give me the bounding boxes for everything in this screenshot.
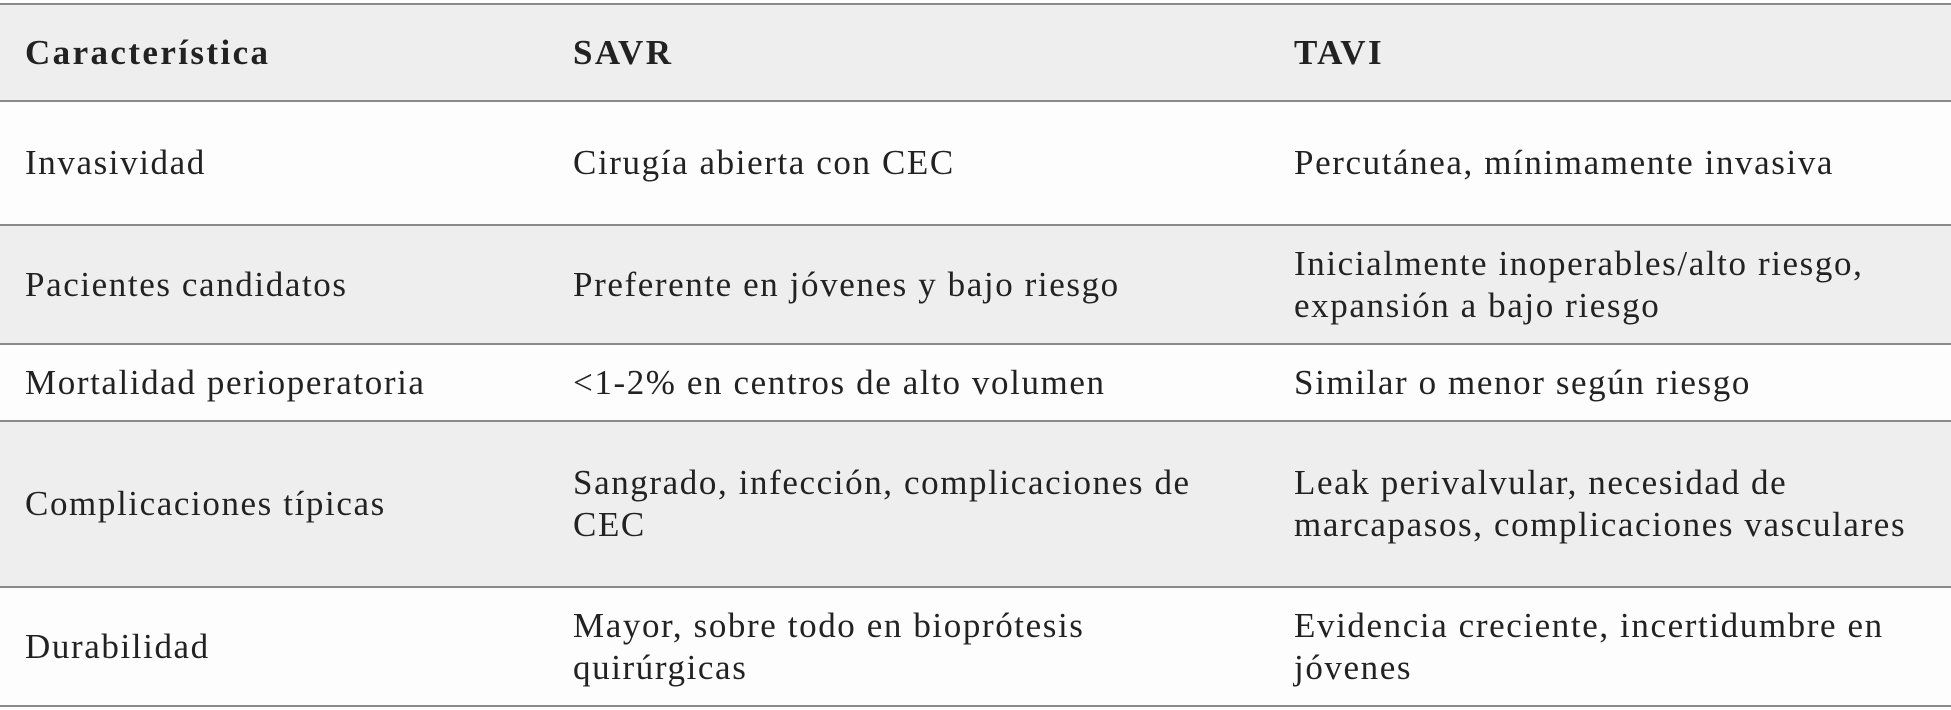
table-cell: Cirugía abierta con CEC xyxy=(548,100,1269,226)
table-cell: Preferente en jóvenes y bajo riesgo xyxy=(548,224,1269,345)
header-row: Característica SAVR TAVI xyxy=(0,3,1951,102)
table-cell: Inicialmente inoperables/alto riesgo, ex… xyxy=(1269,224,1951,345)
table-row: Complicaciones típicas Sangrado, infecci… xyxy=(0,420,1951,588)
table-cell: Mortalidad perioperatoria xyxy=(0,343,548,422)
table-row: Durabilidad Mayor, sobre todo en bioprót… xyxy=(0,586,1951,707)
table-cell: Percutánea, mínimamente invasiva xyxy=(1269,100,1951,226)
table-cell: Pacientes candidatos xyxy=(0,224,548,345)
table-cell: Complicaciones típicas xyxy=(0,420,548,588)
table-cell: Leak perivalvular, necesidad de marcapas… xyxy=(1269,420,1951,588)
table-cell: Invasividad xyxy=(0,100,548,226)
table-cell: <1-2% en centros de alto volumen xyxy=(548,343,1269,422)
table-cell: Sangrado, infección, complicaciones de C… xyxy=(548,420,1269,588)
table-cell: Similar o menor según riesgo xyxy=(1269,343,1951,422)
header-cell: Característica xyxy=(0,3,548,102)
table-cell: Durabilidad xyxy=(0,586,548,707)
table-cell: Evidencia creciente, incertidumbre en jó… xyxy=(1269,586,1951,707)
table-cell: Mayor, sobre todo en bioprótesis quirúrg… xyxy=(548,586,1269,707)
comparison-table: Característica SAVR TAVI Invasividad Cir… xyxy=(0,3,1951,707)
table-row: Mortalidad perioperatoria <1-2% en centr… xyxy=(0,343,1951,422)
table-row: Invasividad Cirugía abierta con CEC Perc… xyxy=(0,100,1951,226)
header-cell: SAVR xyxy=(548,3,1269,102)
table-row: Pacientes candidatos Preferente en jóven… xyxy=(0,224,1951,345)
header-cell: TAVI xyxy=(1269,3,1951,102)
